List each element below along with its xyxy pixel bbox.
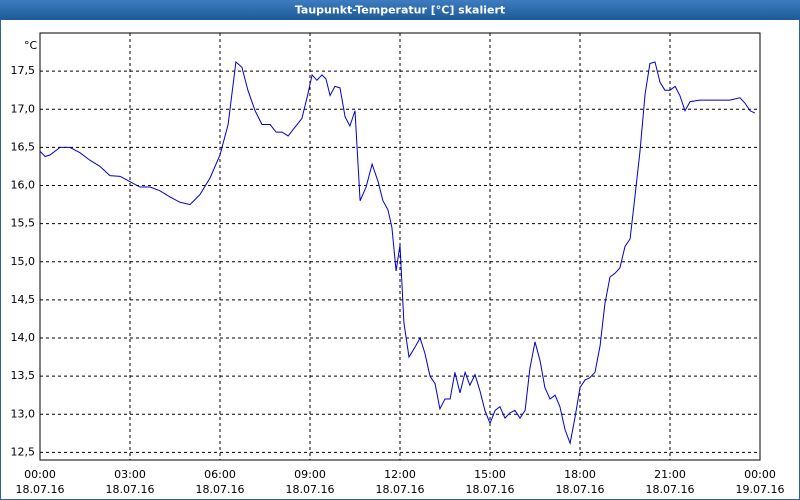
x-tick-date: 18.07.16 [16, 483, 65, 496]
x-tick-label: 00:00 [744, 468, 776, 481]
title-bar [0, 0, 800, 20]
x-tick-label: 06:00 [204, 468, 236, 481]
x-tick-date: 19.07.16 [736, 483, 785, 496]
x-tick-label: 09:00 [294, 468, 326, 481]
y-tick-label: 15,0 [11, 255, 36, 268]
y-tick-label: 14,5 [11, 293, 36, 306]
x-tick-date: 18.07.16 [286, 483, 335, 496]
x-tick-date: 18.07.16 [106, 483, 155, 496]
x-tick-label: 00:00 [24, 468, 56, 481]
y-tick-label: 17,0 [11, 102, 36, 115]
y-tick-label: 14,0 [11, 331, 36, 344]
x-tick-date: 18.07.16 [466, 483, 515, 496]
x-tick-label: 03:00 [114, 468, 146, 481]
y-tick-label: 15,5 [11, 217, 36, 230]
data-line [39, 60, 756, 446]
y-tick-label: 16,5 [11, 140, 36, 153]
y-tick-label: 17,5 [11, 64, 36, 77]
x-tick-label: 21:00 [654, 468, 686, 481]
x-tick-date: 18.07.16 [196, 483, 245, 496]
y-tick-label: 12,5 [11, 445, 36, 458]
x-tick-label: 12:00 [384, 468, 416, 481]
x-tick-date: 18.07.16 [376, 483, 425, 496]
x-tick-label: 15:00 [474, 468, 506, 481]
chart-title: Taupunkt-Temperatur [°C] skaliert [295, 4, 505, 17]
x-tick-date: 18.07.16 [646, 483, 695, 496]
y-tick-label: 16,0 [11, 179, 36, 192]
y-tick-label: 13,5 [11, 369, 36, 382]
x-tick-label: 18:00 [564, 468, 596, 481]
y-unit: °C [24, 39, 38, 52]
y-tick-label: 13,0 [11, 407, 36, 420]
x-tick-date: 18.07.16 [556, 483, 605, 496]
